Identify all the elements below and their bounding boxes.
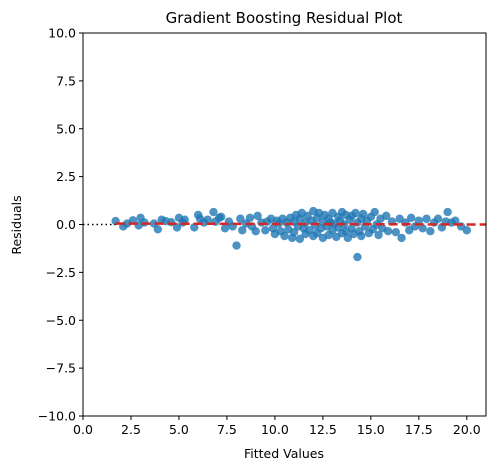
- chart-title: Gradient Boosting Residual Plot: [166, 9, 403, 27]
- data-point: [433, 214, 443, 223]
- y-tick-label: −10.0: [38, 409, 76, 424]
- x-tick-label: 12.5: [309, 422, 337, 437]
- data-point: [391, 227, 401, 237]
- data-point: [357, 231, 366, 241]
- data-point: [383, 227, 393, 236]
- data-point: [251, 227, 260, 236]
- y-tick-label: 7.5: [56, 73, 76, 88]
- x-tick-label: 2.5: [121, 422, 141, 437]
- data-point: [397, 233, 406, 243]
- x-tick-label: 20.0: [453, 422, 481, 437]
- y-tick-label: −2.5: [46, 265, 76, 280]
- data-point: [216, 212, 226, 222]
- data-point: [232, 241, 241, 250]
- data-point: [462, 226, 472, 235]
- data-point: [295, 234, 305, 244]
- y-tick-label: −7.5: [46, 361, 76, 376]
- x-tick-label: 10.0: [261, 422, 289, 437]
- data-point: [280, 231, 289, 241]
- x-tick-label: 0.0: [73, 422, 93, 437]
- data-point: [451, 216, 460, 225]
- x-tick-label: 7.5: [217, 422, 237, 437]
- data-point: [153, 225, 163, 234]
- data-point: [353, 252, 362, 262]
- data-point: [406, 213, 416, 222]
- trend-line: [115, 222, 487, 226]
- data-point: [236, 214, 245, 223]
- x-tick-label: 17.5: [405, 422, 433, 437]
- y-axis-label: Residuals: [9, 195, 24, 254]
- data-point: [374, 230, 383, 240]
- data-point: [180, 215, 189, 224]
- y-tick-label: 0.0: [56, 217, 76, 232]
- data-point: [382, 211, 391, 221]
- data-point: [261, 226, 270, 235]
- data-point: [209, 207, 218, 217]
- x-axis-label: Fitted Values: [244, 446, 324, 461]
- x-tick-label: 5.0: [169, 422, 189, 437]
- data-point: [253, 211, 262, 221]
- x-tick-label: 15.0: [357, 422, 385, 437]
- data-point: [370, 207, 379, 217]
- data-point: [203, 215, 212, 224]
- data-point: [443, 207, 452, 217]
- data-point: [422, 214, 431, 223]
- data-point: [190, 223, 199, 232]
- y-tick-label: −5.0: [46, 313, 76, 328]
- x-axis: 0.0 2.5 5.0 7.5 10.0 12.5 15.0 17.5 20.0: [73, 416, 481, 437]
- data-point: [172, 223, 182, 232]
- y-tick-label: 2.5: [56, 169, 76, 184]
- data-point: [414, 216, 424, 225]
- y-axis: 10.0 7.5 5.0 2.5 0.0 −2.5 −5.0 −7.5 −10.0: [38, 26, 83, 424]
- data-point: [418, 224, 427, 233]
- y-tick-label: 5.0: [56, 121, 76, 136]
- data-point: [358, 209, 368, 219]
- data-point: [351, 208, 360, 218]
- data-point: [238, 226, 247, 235]
- plot-content: [83, 206, 487, 262]
- data-point: [220, 224, 230, 233]
- data-point: [245, 213, 255, 222]
- data-point: [426, 227, 435, 236]
- y-tick-label: 10.0: [48, 26, 76, 41]
